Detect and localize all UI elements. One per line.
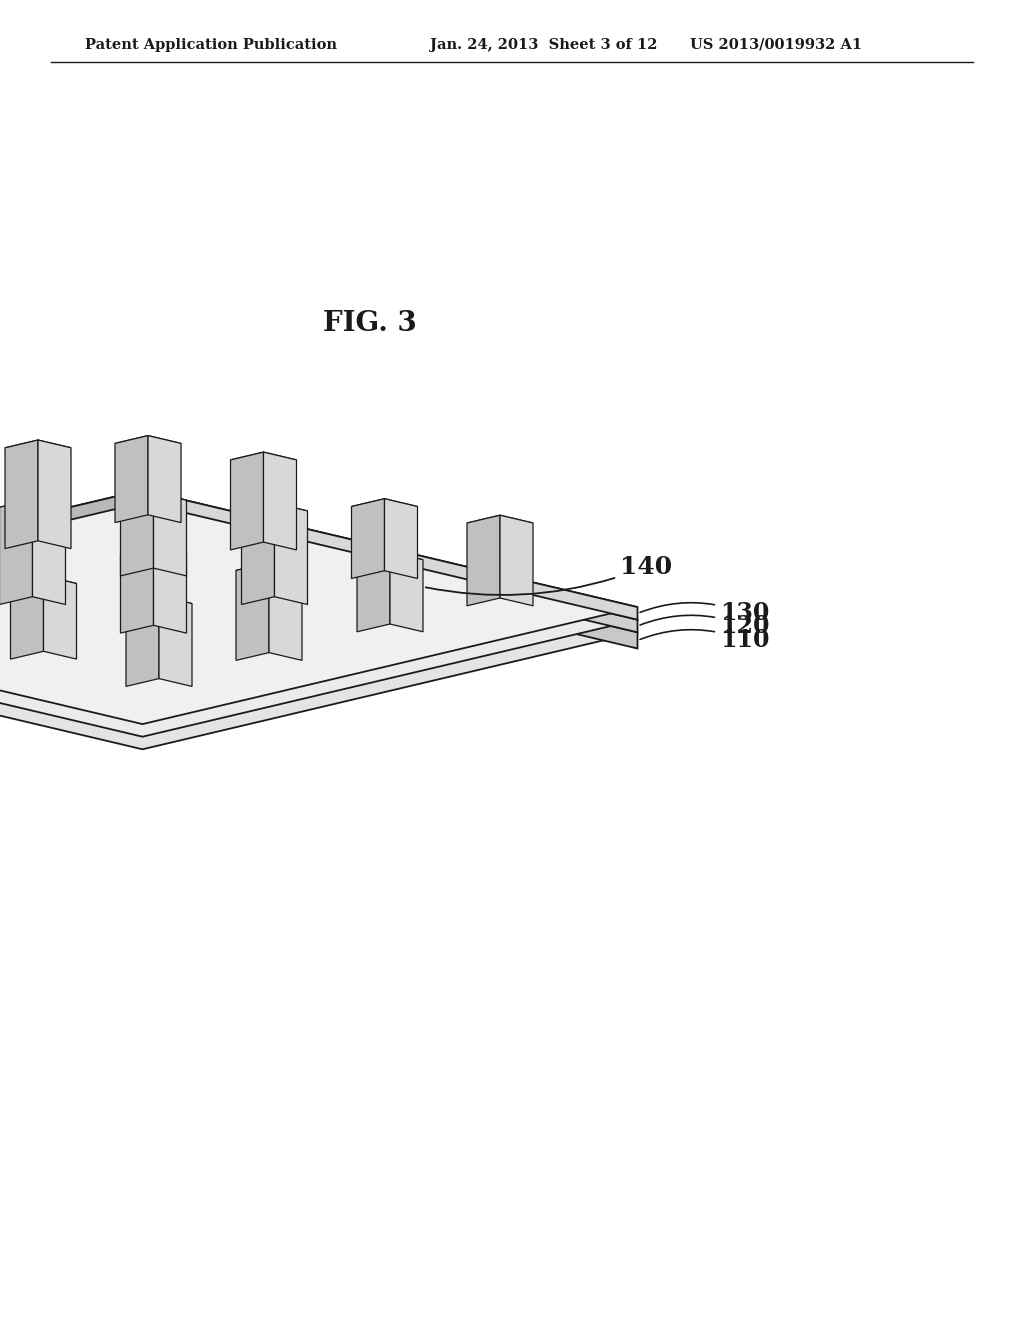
Text: 130: 130 <box>640 602 769 626</box>
Polygon shape <box>5 440 38 549</box>
Polygon shape <box>121 492 154 576</box>
Text: 110: 110 <box>640 628 769 652</box>
Polygon shape <box>230 451 263 550</box>
Polygon shape <box>33 499 66 605</box>
Polygon shape <box>0 499 66 515</box>
Polygon shape <box>467 515 500 606</box>
Polygon shape <box>0 515 142 648</box>
Polygon shape <box>236 562 269 660</box>
Polygon shape <box>269 562 302 660</box>
Polygon shape <box>126 595 159 686</box>
Polygon shape <box>0 503 142 632</box>
Polygon shape <box>242 503 274 605</box>
Text: Jan. 24, 2013  Sheet 3 of 12: Jan. 24, 2013 Sheet 3 of 12 <box>430 38 657 51</box>
Polygon shape <box>467 515 534 531</box>
Polygon shape <box>38 440 71 549</box>
Polygon shape <box>274 503 307 605</box>
Polygon shape <box>351 499 384 578</box>
Text: FIG. 3: FIG. 3 <box>324 310 417 337</box>
Polygon shape <box>0 499 33 605</box>
Text: 140: 140 <box>426 554 672 595</box>
Polygon shape <box>121 546 154 634</box>
Text: 120: 120 <box>640 614 769 638</box>
Polygon shape <box>10 576 43 659</box>
Polygon shape <box>142 490 638 619</box>
Polygon shape <box>236 562 302 578</box>
Polygon shape <box>159 595 191 686</box>
Polygon shape <box>351 499 418 515</box>
Polygon shape <box>126 595 191 611</box>
Polygon shape <box>263 451 297 550</box>
Polygon shape <box>230 451 297 467</box>
Polygon shape <box>357 552 390 632</box>
Polygon shape <box>121 546 186 562</box>
Polygon shape <box>357 552 423 568</box>
Polygon shape <box>10 576 77 591</box>
Polygon shape <box>154 492 186 576</box>
Polygon shape <box>242 503 307 519</box>
Polygon shape <box>0 515 638 750</box>
Polygon shape <box>115 436 148 523</box>
Polygon shape <box>5 440 71 455</box>
Polygon shape <box>500 515 534 606</box>
Text: US 2013/0019932 A1: US 2013/0019932 A1 <box>690 38 862 51</box>
Polygon shape <box>154 546 186 634</box>
Text: Patent Application Publication: Patent Application Publication <box>85 38 337 51</box>
Polygon shape <box>384 499 418 578</box>
Polygon shape <box>0 503 638 737</box>
Polygon shape <box>115 436 181 451</box>
Polygon shape <box>0 490 638 725</box>
Polygon shape <box>0 490 142 619</box>
Polygon shape <box>142 515 638 648</box>
Polygon shape <box>390 552 423 632</box>
Polygon shape <box>148 436 181 523</box>
Polygon shape <box>121 492 186 508</box>
Polygon shape <box>142 503 638 632</box>
Polygon shape <box>43 576 77 659</box>
